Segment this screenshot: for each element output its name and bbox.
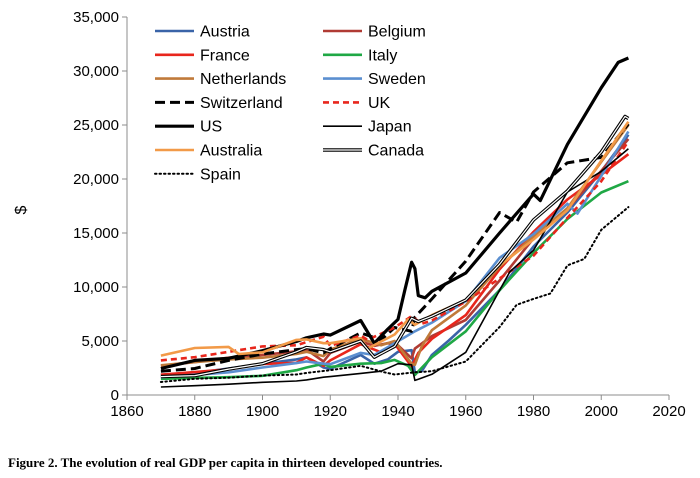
x-tick-label: 2020 <box>652 403 685 420</box>
legend: Austria Belgium France Italy Netherlands Swed… <box>154 24 426 183</box>
legend-label-australia: Australia <box>200 143 262 160</box>
axes: 0 5,000 10,000 15,000 20,000 25,000 30,000 35,0… <box>73 9 686 420</box>
legend-label-us: US <box>200 119 222 136</box>
x-tick-label: 1900 <box>246 403 279 420</box>
series-line-netherlands <box>160 124 630 367</box>
y-tick-label: 25,000 <box>73 117 119 134</box>
legend-label-canada: Canada <box>368 143 424 160</box>
series-line-japan <box>160 148 629 388</box>
y-tick-label: 5,000 <box>81 333 119 350</box>
series-layer <box>159 56 630 388</box>
legend-label-austria: Austria <box>200 24 250 41</box>
legend-label-spain: Spain <box>200 166 241 183</box>
y-tick-label: 20,000 <box>73 171 119 188</box>
figure-caption: Figure 2. The evolution of real GDP per … <box>8 455 443 470</box>
gdp-line-chart: 0 5,000 10,000 15,000 20,000 25,000 30,000 35,0… <box>13 9 686 420</box>
legend-label-japan: Japan <box>368 119 412 136</box>
series-line-sweden <box>160 130 630 379</box>
y-axis-label: $ <box>13 205 30 214</box>
legend-label-switzerland: Switzerland <box>200 95 283 112</box>
legend-label-france: France <box>200 47 250 64</box>
x-tick-label: 1860 <box>110 403 143 420</box>
y-tick-label: 30,000 <box>73 63 119 80</box>
x-tick-label: 1960 <box>449 403 482 420</box>
series-line-spain <box>159 206 630 383</box>
series-line-uk <box>160 140 630 362</box>
x-tick-label: 1880 <box>178 403 211 420</box>
legend-label-belgium: Belgium <box>368 24 426 41</box>
x-tick-label: 2000 <box>585 403 618 420</box>
legend-label-sweden: Sweden <box>368 71 426 88</box>
x-tick-label: 1920 <box>314 403 347 420</box>
y-tick-label: 35,000 <box>73 9 119 26</box>
legend-label-uk: UK <box>368 95 391 112</box>
y-tick-label: 0 <box>111 387 119 404</box>
series-line-austria <box>160 133 630 377</box>
legend-label-italy: Italy <box>368 47 397 64</box>
series-line-canada-inner <box>160 115 629 378</box>
y-tick-label: 10,000 <box>73 279 119 296</box>
x-tick-label: 1980 <box>517 403 550 420</box>
x-tick-label: 1940 <box>381 403 414 420</box>
legend-label-netherlands: Netherlands <box>200 71 286 88</box>
y-tick-label: 15,000 <box>73 225 119 242</box>
